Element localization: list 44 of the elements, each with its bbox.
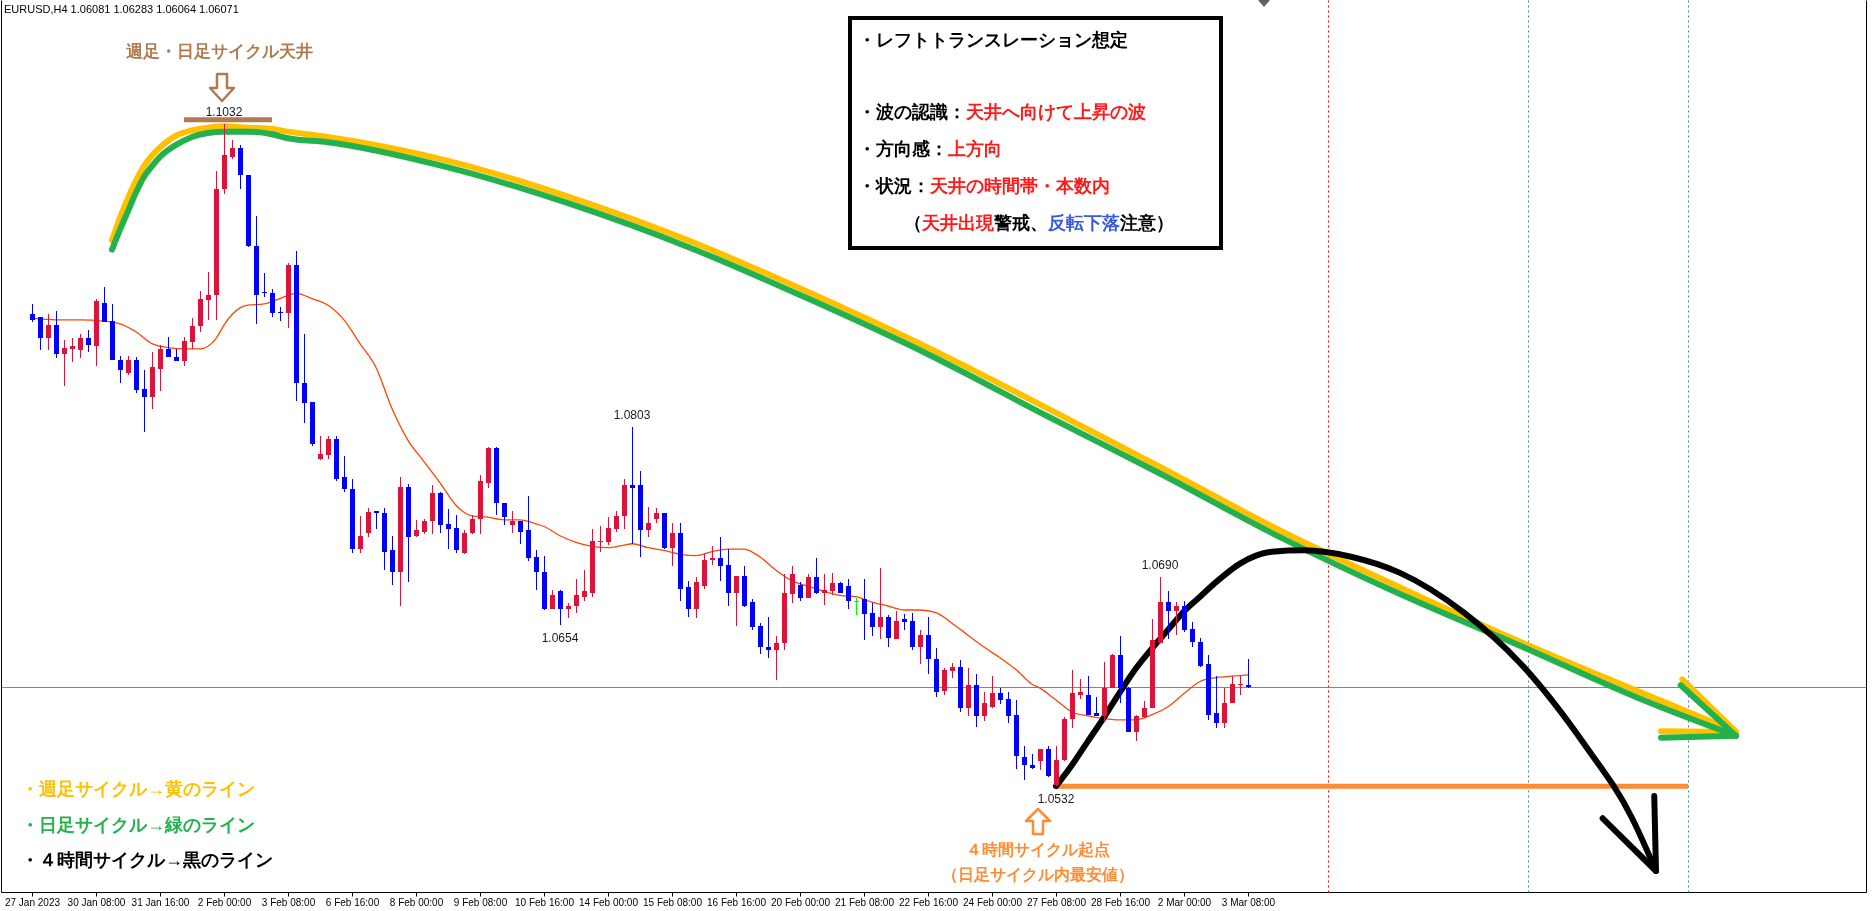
price-label: 1.0654 (541, 630, 579, 645)
annotation: 天井出現 (922, 213, 994, 233)
annotation: （ (904, 213, 922, 233)
x-tick-label: 27 Feb 08:00 (1027, 897, 1086, 908)
annotation: ４時間サイクル起点 (966, 841, 1110, 858)
annotation: ・レフトトランスレーション想定 (858, 30, 1128, 50)
title: EURUSD,H4 1.06081 1.06283 1.06064 1.06071 (4, 3, 239, 15)
annotation: ・波の認識： (858, 102, 966, 122)
x-tick-label: 24 Feb 00:00 (963, 897, 1022, 908)
annotation: 天井へ向けて上昇の波 (966, 102, 1146, 122)
x-tick-label: 9 Feb 08:00 (453, 897, 508, 908)
annotation: ・状況： (858, 176, 930, 196)
x-tick-label: 2 Feb 00:00 (197, 897, 252, 908)
price-label: 1.1032 (205, 104, 243, 119)
annotation: ・方向感： (858, 139, 948, 159)
x-tick-label: 22 Feb 16:00 (899, 897, 958, 908)
x-tick-label: 8 Feb 00:00 (389, 897, 444, 908)
annotation: 天井の時間帯・本数内 (930, 176, 1110, 196)
x-tick-label: 31 Jan 16:00 (131, 897, 190, 908)
x-tick-label: 16 Feb 16:00 (707, 897, 766, 908)
x-tick-label: 15 Feb 08:00 (643, 897, 702, 908)
annotation: 注意） (1120, 213, 1174, 233)
x-tick-label: 20 Feb 00:00 (771, 897, 830, 908)
x-tick-label: 3 Feb 08:00 (261, 897, 316, 908)
x-tick-label: 21 Feb 08:00 (835, 897, 894, 908)
x-tick-label: 30 Jan 08:00 (67, 897, 126, 908)
x-tick-label: 6 Feb 16:00 (325, 897, 380, 908)
x-tick-label: 14 Feb 00:00 (579, 897, 638, 908)
annotation: 反転下落 (1048, 213, 1120, 233)
x-tick-label: 27 Jan 2023 (4, 897, 61, 908)
annotation: 週足・日足サイクル天井 (126, 42, 313, 61)
annotation: （日足サイクル内最安値） (942, 866, 1134, 883)
price-label: 1.0803 (613, 408, 651, 423)
price-label: 1.0690 (1141, 557, 1179, 572)
price-label: 1.0532 (1037, 792, 1075, 807)
annotation: 警戒、 (994, 213, 1048, 233)
annotation: 上方向 (948, 139, 1002, 159)
legend-item: ・４時間サイクル→黒のライン (21, 850, 273, 870)
x-tick-label: 3 Mar 08:00 (1221, 897, 1276, 908)
x-tick-label: 10 Feb 16:00 (515, 897, 574, 908)
legend-item: ・週足サイクル→黄のライン (21, 779, 255, 799)
legend-item: ・日足サイクル→緑のライン (21, 814, 255, 835)
x-tick-label: 28 Feb 16:00 (1091, 897, 1150, 908)
x-tick-label: 2 Mar 00:00 (1157, 897, 1212, 908)
